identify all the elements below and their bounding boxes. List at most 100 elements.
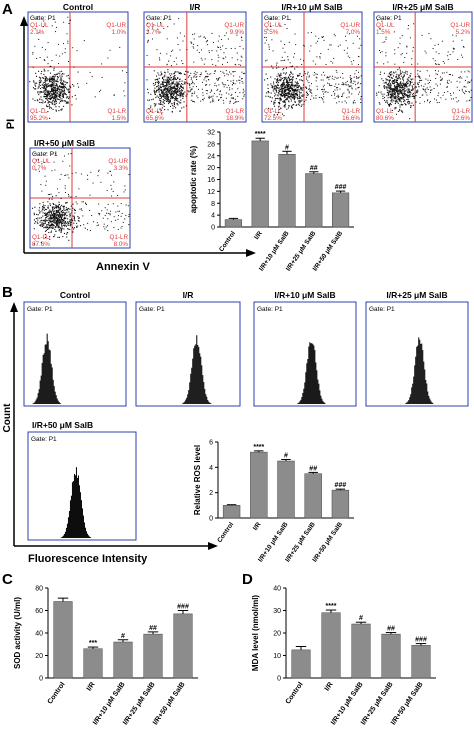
y-tick-label: 8 [211,201,215,208]
y-tick-label: 32 [207,130,215,137]
gate-label: Gate: P1 [31,436,57,443]
significance-marker: ### [335,482,347,489]
bar [291,649,311,679]
quadrant-ll-value: 87.6% [32,241,50,248]
quadrant-ur-value: 1.0% [112,29,127,36]
panel-a-axes [20,16,256,257]
bar [278,154,296,228]
significance-marker: ## [310,165,318,172]
scatter-dots [31,152,130,245]
histogram-bars [297,342,326,404]
x-tick-label: I/R+10 μM SalB [330,681,365,726]
quadrant-lr-name: Q1-LR [451,108,470,115]
gate-label: Gate: P1 [32,151,58,158]
gate-label: Gate: P1 [146,15,172,22]
histogram-plot-5: I/R+50 μM SalB Gate: P1 [27,420,137,541]
scatter-title: I/R+50 μM SalB [34,138,95,148]
panel-b-x-label: Fluorescence Intensity [28,553,148,565]
y-tick-label: 0 [39,676,43,683]
histogram-bars [182,335,212,404]
significance-marker: *** [89,640,97,647]
quadrant-lr-value: 16.6% [342,115,360,122]
quadrant-ur-value: 3.3% [114,165,129,172]
scatter-dots [146,18,246,122]
gate-label: Gate: P1 [369,306,395,313]
histogram-bars [32,333,61,404]
y-axis-title: SOD activity (U/ml) [13,597,22,669]
y-tick-label: 60 [35,608,43,615]
panel-a-y-label: PI [5,119,17,129]
gate-label: Gate: P1 [257,306,283,313]
x-tick-label: I/R+50 μM SalB [311,521,344,564]
gate-label: Gate: P1 [27,306,53,313]
bar-chart-b: 0 2 4 6 Relative ROS level Control **** I/R # I/R… [193,440,354,564]
bar [173,613,193,679]
histogram-title: I/R [183,290,194,300]
bar [224,219,242,228]
quadrant-ul-value: 2.1% [30,29,45,36]
y-tick-label: 2 [209,490,213,497]
quadrant-ll-name: Q1-LL [30,108,48,115]
y-tick-label: 0 [209,516,213,523]
quadrant-lr-name: Q1-LR [109,234,128,241]
quadrant-ul-name: Q1-UL [146,22,165,29]
significance-marker: ## [149,625,157,632]
significance-marker: # [285,144,289,151]
quadrant-ul-value: 5.5% [264,29,279,36]
bar [331,489,350,519]
panel-b-y-label: Count [2,403,13,433]
significance-marker: # [284,452,288,459]
quadrant-ll-value: 95.2% [30,115,48,122]
scatter-dots [29,16,128,119]
histogram-title: I/R+10 μM SalB [274,290,335,300]
significance-marker: **** [255,131,266,138]
quadrant-ul-name: Q1-UL [32,158,51,165]
histogram-bars [405,337,434,404]
quadrant-lr-value: 1.5% [112,115,127,122]
significance-marker: # [359,615,363,622]
x-tick-label: I/R+50 μM SalB [152,681,187,726]
quadrant-ll-name: Q1-LL [376,108,394,115]
histogram-plot-1: Control Gate: P1 [23,290,127,407]
quadrant-ll-name: Q1-LL [146,108,164,115]
quadrant-ur-value: 7.0% [346,29,361,36]
scatter-dots [376,17,472,120]
bar [304,473,322,519]
histogram-title: I/R+50 μM SalB [32,420,93,430]
bar [381,633,401,679]
histogram-title: I/R+25 μM SalB [386,290,447,300]
scatter-title: Control [63,2,93,12]
bar [113,641,133,679]
bar [251,140,269,228]
y-tick-label: 0 [211,225,215,232]
histogram-plot-4: I/R+25 μM SalB Gate: P1 [365,290,469,407]
quadrant-ll-value: 80.6% [376,115,394,122]
quadrant-ll-value: 65.6% [146,115,164,122]
y-tick-label: 20 [207,165,215,172]
x-tick-label: I/R+10 μM SalB [92,681,127,726]
quadrant-ul-name: Q1-UL [30,22,49,29]
significance-marker: ## [309,465,317,472]
histogram-plot-3: I/R+10 μM SalB Gate: P1 [253,290,357,407]
significance-marker: ### [335,184,347,191]
y-axis-title: MDA level (nmol/ml) [251,595,260,671]
quadrant-ur-name: Q1-UR [224,22,244,29]
x-tick-label: Control [285,681,305,705]
y-tick-label: 4 [209,465,213,472]
x-tick-label: Control [47,681,67,705]
y-tick-label: 30 [273,608,281,615]
quadrant-ur-value: 5.2% [456,29,471,36]
y-tick-label: 6 [209,440,213,447]
bar-chart-d: 0 10 20 30 40 MDA level (nmol/ml) Control **** I… [251,586,436,726]
y-tick-label: 80 [35,586,43,593]
y-tick-label: 10 [273,653,281,660]
histogram-title: Control [60,290,90,300]
scatter-dots [264,18,362,117]
panel-letter-d: D [242,571,253,588]
gate-label: Gate: P1 [264,15,290,22]
x-tick-label: I/R+25 μM SalB [122,681,157,726]
bar-chart-c: 0 20 40 60 80 SOD activity (U/ml) Control *** I/… [13,586,198,726]
